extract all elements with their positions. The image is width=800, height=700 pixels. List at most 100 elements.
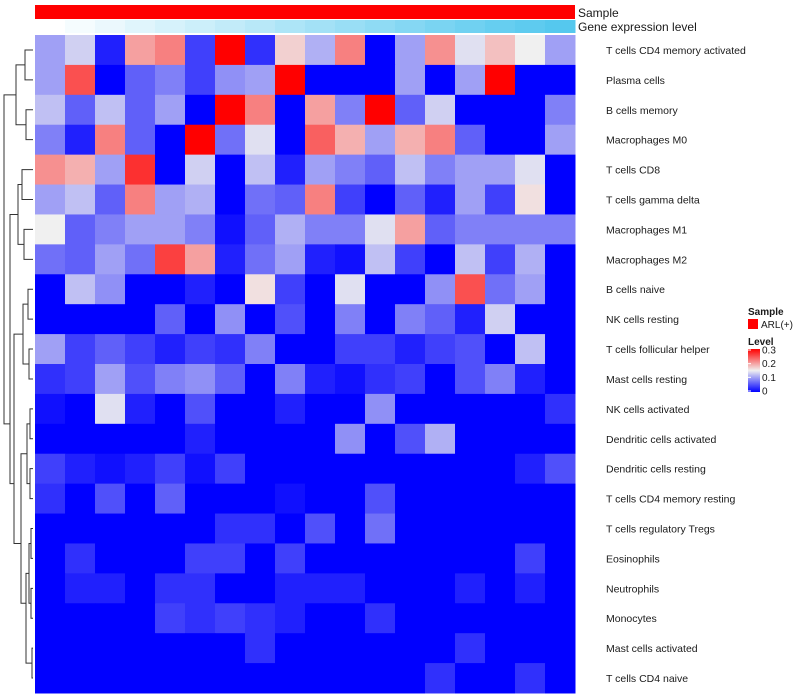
heatmap-cell <box>95 483 126 515</box>
heatmap-cell <box>215 603 246 634</box>
heatmap-cell <box>275 393 306 425</box>
heatmap-cell <box>395 184 426 215</box>
legend-level-title: Level <box>748 337 774 348</box>
dendrogram-branch <box>23 228 33 260</box>
heatmap-cell <box>425 603 456 634</box>
heatmap-cell <box>455 513 486 544</box>
heatmap-cell <box>425 543 456 574</box>
heatmap-cell <box>155 633 186 664</box>
heatmap-cell <box>515 124 546 156</box>
heatmap-cell <box>215 393 246 425</box>
heatmap-cell <box>545 364 576 395</box>
heatmap-cell <box>215 573 246 604</box>
heatmap-cell <box>35 364 66 395</box>
heatmap-cell <box>245 304 276 335</box>
heatmap-cell <box>245 483 276 515</box>
row-label: Macrophages M2 <box>606 254 687 266</box>
row-label: Neutrophils <box>606 583 659 595</box>
heatmap-cell <box>95 35 126 66</box>
heatmap-cell <box>425 244 456 275</box>
heatmap-cell <box>155 423 186 455</box>
heatmap-cell <box>395 513 426 544</box>
heatmap-cell <box>485 513 516 544</box>
heatmap-cell <box>245 603 276 634</box>
heatmap-cell <box>185 573 216 604</box>
heatmap-cell <box>65 124 96 156</box>
row-label: Macrophages M0 <box>606 135 687 147</box>
heatmap-cell <box>185 633 216 664</box>
heatmap-cell <box>65 94 96 126</box>
heatmap-cell <box>185 483 216 515</box>
row-label: T cells gamma delta <box>606 195 700 207</box>
heatmap-cell <box>95 274 126 305</box>
heatmap-cell <box>185 663 216 694</box>
heatmap-cell <box>365 274 396 305</box>
heatmap-cell <box>125 124 156 156</box>
heatmap-cell <box>35 94 66 126</box>
heatmap-cell <box>155 543 186 574</box>
heatmap-cell <box>365 573 396 604</box>
heatmap-cell <box>455 633 486 664</box>
heatmap-cell <box>395 244 426 275</box>
heatmap-cell <box>545 513 576 544</box>
heatmap-cell <box>125 633 156 664</box>
heatmap-cell <box>485 94 516 126</box>
heatmap-cell <box>215 364 246 395</box>
legend-sample-entry: ARL(+) <box>761 320 793 331</box>
heatmap-cell <box>155 124 186 156</box>
heatmap-cell <box>425 423 456 455</box>
heatmap-cell <box>185 184 216 215</box>
heatmap-cell <box>365 124 396 156</box>
heatmap-cell <box>125 334 156 365</box>
heatmap-cell <box>335 393 366 425</box>
heatmap-cell <box>425 334 456 365</box>
heatmap-cell <box>485 274 516 305</box>
heatmap-cell <box>425 124 456 156</box>
heatmap-cell <box>125 364 156 395</box>
heatmap-cell <box>65 393 96 425</box>
heatmap-cell <box>365 184 396 215</box>
heatmap-cell <box>185 124 216 156</box>
heatmap-cell <box>35 423 66 455</box>
heatmap-cell <box>395 214 426 245</box>
heatmap-cell <box>95 94 126 126</box>
heatmap-cell <box>485 483 516 515</box>
heatmap-cell <box>485 214 516 245</box>
heatmap-cell <box>95 364 126 395</box>
heatmap-cell <box>95 154 126 186</box>
heatmap-cell <box>245 364 276 395</box>
heatmap-cell <box>155 603 186 634</box>
heatmap-cell <box>215 154 246 186</box>
heatmap-cell <box>455 573 486 604</box>
heatmap-cell <box>545 663 576 694</box>
heatmap-cell <box>95 663 126 694</box>
heatmap-cell <box>515 184 546 215</box>
heatmap-cell <box>215 663 246 694</box>
heatmap-cell <box>275 513 306 544</box>
heatmap-cell <box>515 334 546 365</box>
heatmap-cell <box>275 334 306 365</box>
annotation-cell-expression <box>95 20 126 33</box>
heatmap-cell <box>515 214 546 245</box>
row-label: T cells CD4 memory activated <box>606 45 746 57</box>
heatmap-cell <box>185 304 216 335</box>
heatmap-cell <box>215 453 246 485</box>
heatmap-cell <box>245 543 276 574</box>
heatmap-cell <box>65 274 96 305</box>
heatmap-cell <box>335 184 366 215</box>
heatmap-cell <box>515 453 546 485</box>
heatmap-cell <box>425 94 456 126</box>
heatmap-cell <box>365 64 396 96</box>
heatmap-cell <box>185 274 216 305</box>
legend-tick-label: 0.1 <box>762 373 776 384</box>
heatmap-cell <box>215 543 246 574</box>
heatmap-cell <box>125 154 156 186</box>
heatmap-cell <box>365 513 396 544</box>
heatmap-cell <box>35 184 66 215</box>
heatmap-cell <box>275 274 306 305</box>
legend-tick-label: 0.3 <box>762 346 776 357</box>
heatmap-cell <box>95 513 126 544</box>
heatmap-cell <box>545 453 576 485</box>
heatmap-cell <box>425 274 456 305</box>
heatmap-cell <box>305 184 336 215</box>
